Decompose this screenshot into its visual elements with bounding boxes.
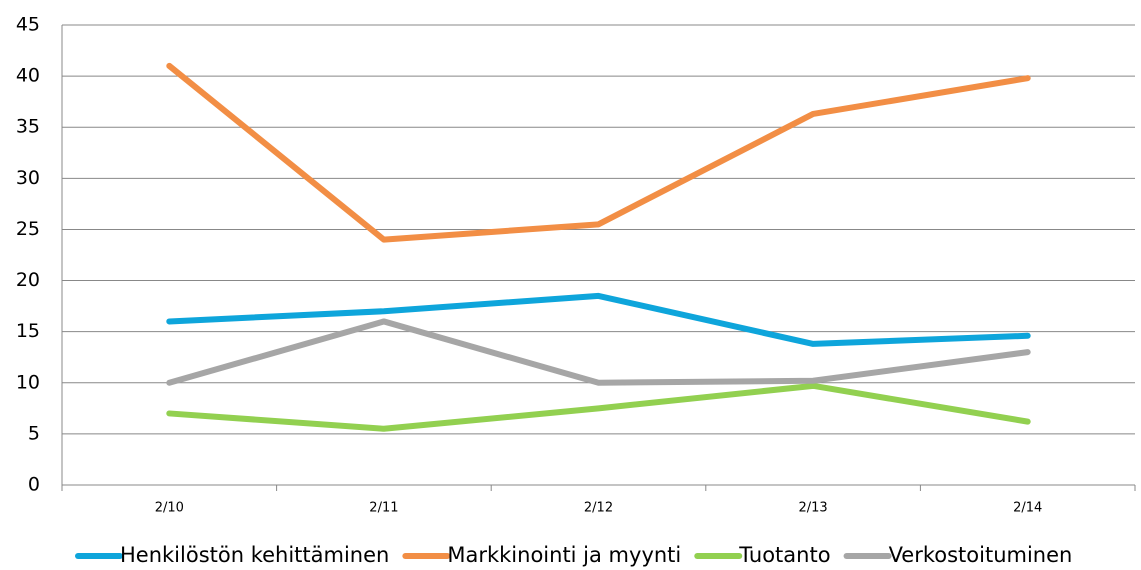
x-tick-label: 2/11	[369, 501, 398, 516]
y-tick-label: 35	[16, 116, 40, 138]
series-line	[166, 62, 1031, 243]
series-line	[166, 292, 1031, 347]
x-tick-label: 2/10	[155, 501, 184, 516]
y-tick-label: 15	[16, 320, 40, 342]
y-tick-label: 25	[16, 218, 40, 240]
legend-label: Markkinointi ja myynti	[447, 543, 681, 567]
y-tick-label: 10	[16, 371, 40, 393]
y-tick-label: 5	[28, 422, 40, 444]
y-tick-label: 40	[16, 65, 40, 87]
y-tick-label: 45	[16, 14, 40, 36]
x-tick-label: 2/14	[1013, 501, 1042, 516]
legend-label: Henkilöstön kehittäminen	[120, 543, 389, 567]
y-tick-label: 0	[28, 474, 40, 496]
series-line	[166, 382, 1031, 432]
legend-label: Verkostoituminen	[889, 543, 1073, 567]
y-tick-label: 20	[16, 269, 40, 291]
series-line	[166, 318, 1031, 386]
x-tick-label: 2/12	[584, 501, 613, 516]
y-tick-label: 30	[16, 167, 40, 189]
x-tick-label: 2/13	[798, 501, 827, 516]
legend-label: Tuotanto	[738, 543, 830, 567]
